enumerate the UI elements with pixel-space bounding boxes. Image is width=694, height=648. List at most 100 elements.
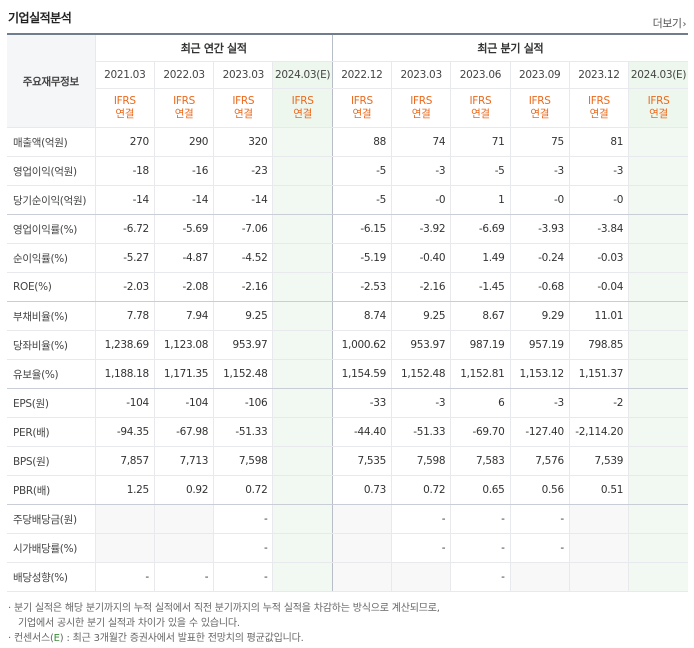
table-cell xyxy=(272,446,333,476)
row-label: EPS(원) xyxy=(7,388,96,418)
table-cell xyxy=(568,504,629,534)
table-cell: -127.40 xyxy=(509,417,570,447)
table-cell: - xyxy=(450,533,511,563)
table-cell: -5.19 xyxy=(331,243,392,273)
table-cell: -6.15 xyxy=(331,214,392,244)
table-cell: -1.45 xyxy=(450,272,511,302)
table-cell xyxy=(272,388,333,418)
table-cell: -2,114.20 xyxy=(568,417,629,447)
row-label: 당기순이익(억원) xyxy=(7,185,96,215)
table-cell: 1,123.08 xyxy=(153,330,214,360)
table-cell: 1,151.37 xyxy=(568,359,629,389)
table-cell: 798.85 xyxy=(568,330,629,360)
table-row: 배당성향(%) - - - - xyxy=(7,562,688,592)
table-cell: 320 xyxy=(213,127,273,157)
table-cell: -5 xyxy=(331,185,392,215)
table-cell: -51.33 xyxy=(391,417,451,447)
table-cell: 1,153.12 xyxy=(509,359,570,389)
table-row: 유보율(%) 1,188.18 1,171.35 1,152.48 1,154.59 1,… xyxy=(7,359,688,389)
table-cell xyxy=(568,533,629,563)
table-cell xyxy=(272,330,333,360)
table-cell: -69.70 xyxy=(450,417,511,447)
footnote-consensus-suffix: ) : 최근 3개월간 증권사에서 발표한 전망치의 평균값입니다. xyxy=(59,633,304,644)
table-cell xyxy=(628,185,688,215)
table-cell: 7,535 xyxy=(331,446,392,476)
table-cell: 1,238.69 xyxy=(94,330,155,360)
table-cell: 8.67 xyxy=(450,301,511,331)
table-cell xyxy=(153,504,214,534)
table-row: 부채비율(%) 7.78 7.94 9.25 8.74 9.25 8.67 9.29 11.01 xyxy=(7,301,688,331)
table-cell: 1 xyxy=(450,185,511,215)
table-cell: 1,152.48 xyxy=(213,359,273,389)
table-cell: 9.29 xyxy=(509,301,570,331)
table-cell: -23 xyxy=(213,156,273,186)
table-cell: -2 xyxy=(568,388,629,418)
table-cell xyxy=(628,562,688,592)
table-cell xyxy=(509,562,570,592)
ifrs-label: IFRS xyxy=(528,95,551,107)
ifrs-quarter-3: IFRS 연결 xyxy=(509,88,570,128)
table-cell: -33 xyxy=(331,388,392,418)
table-cell: 81 xyxy=(568,127,629,157)
consolidated-label: 연결 xyxy=(530,108,550,120)
table-cell: 0.72 xyxy=(391,475,451,505)
table-cell: -44.40 xyxy=(331,417,392,447)
table-cell: 957.19 xyxy=(509,330,570,360)
period-quarter-2: 2023.06 xyxy=(450,61,511,89)
table-cell xyxy=(628,417,688,447)
ifrs-label: IFRS xyxy=(113,95,136,107)
table-cell xyxy=(391,562,451,592)
table-cell xyxy=(272,359,333,389)
table-cell: 7,583 xyxy=(450,446,511,476)
table-cell: -5 xyxy=(331,156,392,186)
table-cell: -16 xyxy=(153,156,214,186)
table-cell: -2.16 xyxy=(213,272,273,302)
table-cell: -0.40 xyxy=(391,243,451,273)
table-cell: -2.16 xyxy=(391,272,451,302)
period-quarter-1: 2023.03 xyxy=(391,61,451,89)
ifrs-label: IFRS xyxy=(350,95,373,107)
row-header-label: 주요재무정보 xyxy=(7,34,96,128)
consolidated-label: 연결 xyxy=(471,108,490,120)
annual-header: 최근 연간 실적 xyxy=(94,34,333,62)
period-quarter-3: 2023.09 xyxy=(509,61,570,89)
table-row: EPS(원) -104 -104 -106 -33 -3 6 -3 -2 xyxy=(7,388,688,418)
consolidated-label: 연결 xyxy=(649,108,668,120)
footnotes: · 분기 실적은 해당 분기까지의 누적 실적에서 직전 분기까지의 누적 실적… xyxy=(8,601,440,646)
table-cell: - xyxy=(391,533,451,563)
table-cell: -0.68 xyxy=(509,272,570,302)
table-cell: - xyxy=(213,504,273,534)
row-label: ROE(%) xyxy=(7,272,96,302)
table-cell: 1,152.48 xyxy=(391,359,451,389)
table-cell: -3.92 xyxy=(391,214,451,244)
section-title: 기업실적분석 xyxy=(8,11,72,25)
table-cell: 7.94 xyxy=(153,301,214,331)
table-cell: 1,188.18 xyxy=(94,359,155,389)
table-cell xyxy=(568,562,629,592)
table-cell: 0.56 xyxy=(509,475,570,505)
table-cell xyxy=(628,214,688,244)
table-cell: 1.49 xyxy=(450,243,511,273)
more-link[interactable]: 더보기› xyxy=(653,15,687,31)
table-cell xyxy=(331,504,392,534)
period-quarter-est: 2024.03(E) xyxy=(628,61,688,89)
period-quarter-0: 2022.12 xyxy=(331,61,392,89)
ifrs-annual-est: IFRS 연결 xyxy=(272,88,333,128)
consolidated-label: 연결 xyxy=(174,108,194,120)
table-cell: - xyxy=(391,504,451,534)
table-cell: -0.24 xyxy=(509,243,570,273)
table-cell: - xyxy=(213,562,273,592)
table-cell: - xyxy=(509,504,570,534)
table-cell: -5.69 xyxy=(153,214,214,244)
row-label: 주당배당금(원) xyxy=(7,504,96,534)
table-cell: -14 xyxy=(153,185,214,215)
table-cell xyxy=(331,533,392,563)
table-cell: 71 xyxy=(450,127,511,157)
table-cell: -3 xyxy=(568,156,629,186)
ifrs-annual-0: IFRS 연결 xyxy=(94,88,155,128)
table-cell: 7,539 xyxy=(568,446,629,476)
row-label: 유보율(%) xyxy=(7,359,96,389)
period-annual-1: 2022.03 xyxy=(153,61,214,89)
period-annual-est: 2024.03(E) xyxy=(272,61,333,89)
table-cell xyxy=(153,533,214,563)
